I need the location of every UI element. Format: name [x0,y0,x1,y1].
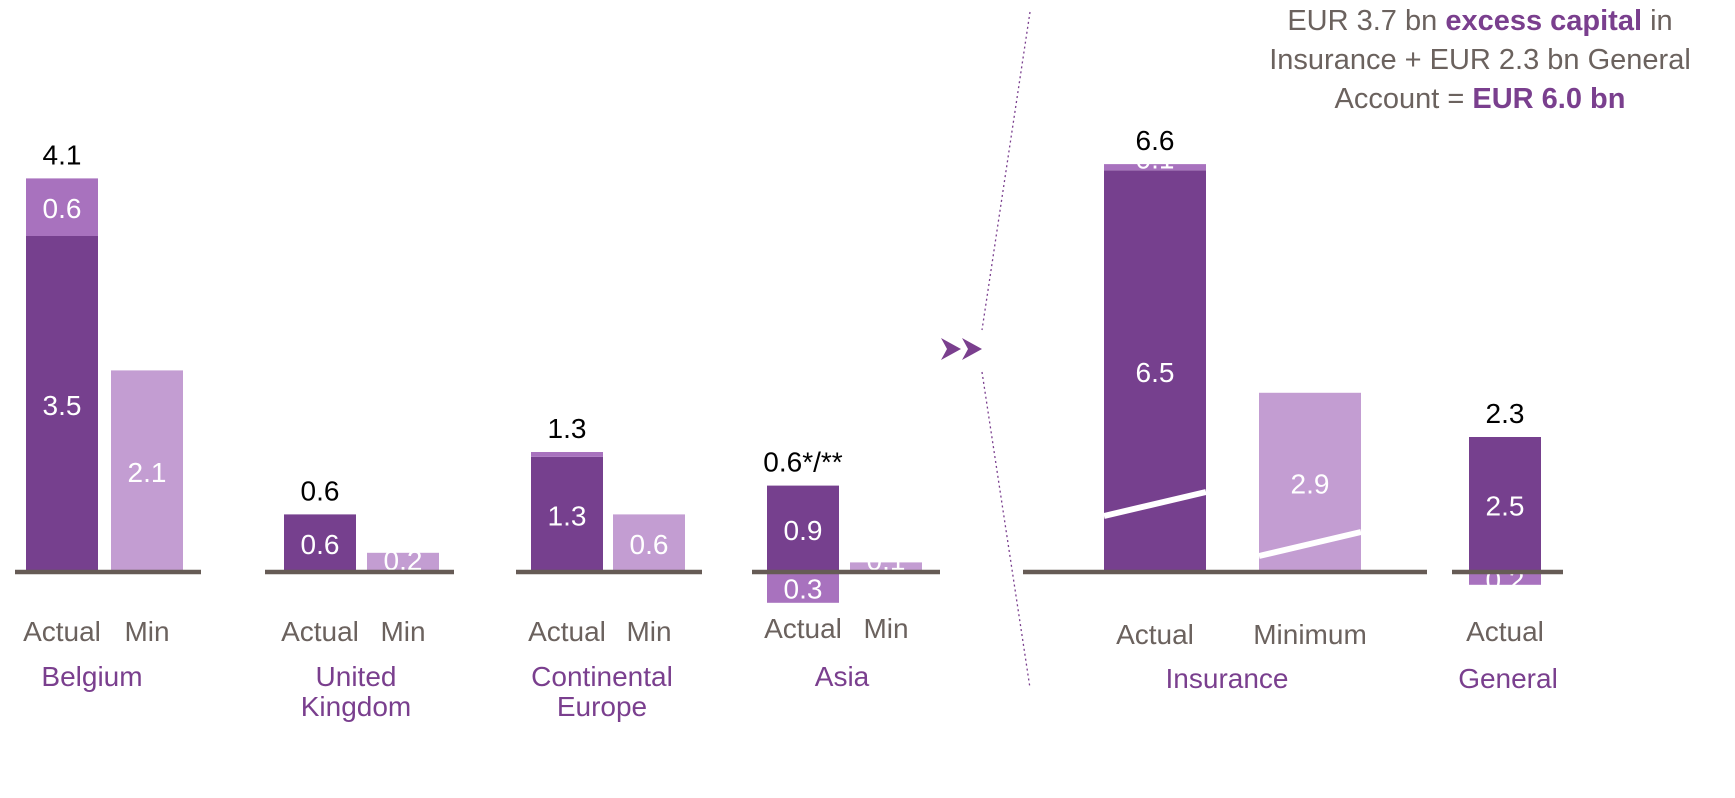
tick-label-united-kingdom-actual: Actual [281,616,359,647]
bar-united-kingdom-actual-actual-label: 0.6 [301,529,340,560]
tick-label-belgium-min: Min [124,616,169,647]
bar-asia-min-minimum [850,562,922,572]
bar-continental-europe-actual-excess [531,452,603,457]
excess-capital-summary: EUR 3.7 bn excess capital in Insurance +… [1225,2,1735,119]
total-label-united-kingdom: 0.6 [301,475,340,506]
bar-belgium-min-minimum-label: 2.1 [128,457,167,488]
bar-insurance-actual-actual-label: 6.5 [1136,357,1175,388]
group-label-continental-europe-line1: Continental [531,661,673,692]
bar-united-kingdom-actual-actual [284,514,356,572]
total-label-belgium: 4.1 [43,139,82,170]
bar-general-actual-excess [1469,574,1541,585]
bar-belgium-actual-actual [26,236,98,572]
bar-general-actual-actual [1469,437,1541,572]
summary-bold-1: excess capital [1445,5,1643,37]
group-label-asia: Asia [815,661,870,692]
tick-label-belgium-actual: Actual [23,616,101,647]
bar-asia-actual-excess-label: 0.3 [784,573,823,604]
total-label-general: 2.3 [1486,398,1525,429]
tick-label-continental-europe-min: Min [626,616,671,647]
group-label-belgium: Belgium [41,661,142,692]
tick-label-united-kingdom-min: Min [380,616,425,647]
bar-continental-europe-actual-actual-label: 1.3 [548,500,587,531]
axis-break-insurance-actual [1103,489,1207,519]
bar-general-actual-excess-label: 0.2 [1486,564,1525,595]
tick-label-general-actual: Actual [1466,616,1544,647]
bar-continental-europe-actual-actual [531,456,603,572]
bar-asia-actual-excess [767,574,839,603]
bar-belgium-actual-excess [26,178,98,236]
group-label-united-kingdom-line2: Kingdom [301,691,412,722]
bar-insurance-actual-excess-label: 0.1 [1136,143,1175,174]
bar-asia-actual-actual [767,485,839,572]
total-label-insurance: 6.6 [1136,125,1175,156]
tick-label-asia-actual: Actual [764,613,842,644]
tick-label-insurance-actual: Actual [1116,619,1194,650]
bar-asia-actual-actual-label: 0.9 [784,515,823,546]
arrow-icon-1 [941,338,961,360]
summary-bold-2: EUR 6.0 bn [1472,83,1626,115]
total-label-asia: 0.6*/** [763,447,842,478]
bar-continental-europe-min-minimum-label: 0.6 [630,529,669,560]
bar-general-actual-actual-label: 2.5 [1486,491,1525,522]
bar-insurance-actual-excess [1104,164,1206,171]
axis-break-insurance-minimum [1258,529,1362,559]
tick-label-asia-min: Min [863,613,908,644]
group-label-general: General [1458,663,1558,694]
summary-text-2: in Insurance + EUR 2.3 bn General Accoun… [1269,5,1691,115]
bar-belgium-actual-excess-label: 0.6 [43,193,82,224]
group-label-continental-europe-line2: Europe [557,691,647,722]
group-label-insurance: Insurance [1166,663,1289,694]
arrow-icon-2 [962,338,982,360]
bar-united-kingdom-min-minimum [367,552,439,572]
divider-line-upper [981,11,1031,331]
bar-belgium-actual-actual-label: 3.5 [43,390,82,421]
tick-label-continental-europe-actual: Actual [528,616,606,647]
summary-text-1: EUR 3.7 bn [1287,5,1446,37]
bar-insurance-minimum-minimum-label: 2.9 [1291,468,1330,499]
group-label-united-kingdom-line1: United [316,661,397,692]
bar-continental-europe-min-minimum [613,514,685,572]
divider-line-lower [981,371,1031,689]
bar-belgium-min-minimum [111,370,183,572]
total-label-continental-europe: 1.3 [548,413,587,444]
tick-label-insurance-minimum: Minimum [1253,619,1367,650]
